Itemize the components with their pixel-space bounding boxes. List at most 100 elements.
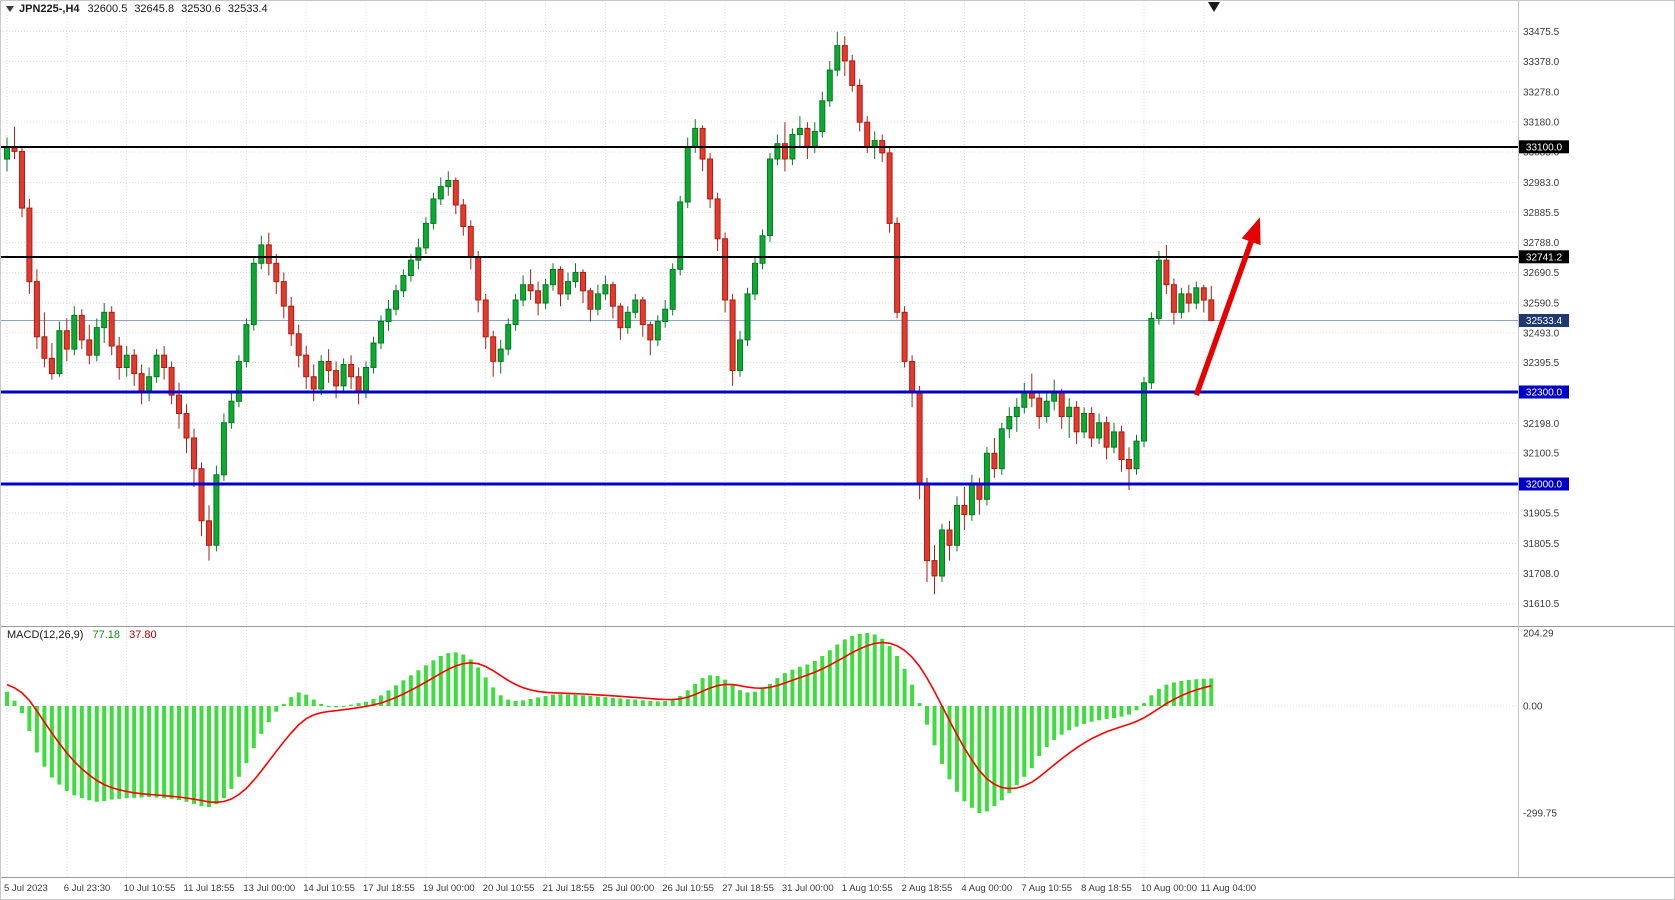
candle (1036, 392, 1043, 429)
candle (1096, 413, 1103, 445)
macd-histogram-bar (184, 706, 189, 802)
macd-histogram-bar (573, 694, 578, 706)
macd-histogram-bar (334, 706, 339, 708)
macd-histogram-bar (431, 660, 436, 706)
macd-histogram-bar (835, 644, 840, 706)
macd-histogram-bar (753, 691, 757, 706)
macd-histogram-bar (827, 650, 832, 706)
support-resistance-lines[interactable] (0, 145, 1518, 486)
candle (632, 293, 639, 319)
candle (310, 364, 317, 402)
macd-histogram-bar (1082, 706, 1087, 724)
price-axis-tick: 32983.0 (1523, 178, 1560, 189)
candle (460, 198, 467, 236)
macd-histogram-bar (1164, 684, 1169, 706)
candle (1013, 398, 1020, 432)
macd-histogram-bar (199, 706, 204, 807)
candle (946, 520, 953, 561)
chart-shift-marker-icon[interactable] (1208, 2, 1220, 12)
macd-histogram-bar (498, 695, 503, 706)
candle (924, 477, 930, 583)
quote-open: 32600.5 (87, 3, 128, 15)
macd-histogram-bar (895, 656, 900, 706)
macd-histogram-bar (1127, 706, 1131, 715)
macd-histogram-bar (1007, 706, 1012, 794)
candle (490, 330, 497, 377)
macd-histogram-bar (371, 698, 376, 706)
macd-histogram-bar (364, 701, 368, 706)
candle (1111, 422, 1117, 454)
candle (624, 306, 631, 334)
macd-histogram-bar (820, 656, 825, 706)
candle (393, 284, 399, 316)
time-axis-label: 20 Jul 10:55 (483, 883, 535, 894)
price-axis-tick: 33475.5 (1523, 27, 1560, 38)
macd-histogram-bar (109, 706, 114, 800)
macd-histogram-bar (259, 706, 264, 734)
time-axis-label: 14 Jul 10:55 (303, 883, 355, 894)
price-axis-tick: 32590.5 (1523, 299, 1560, 310)
candle (677, 195, 684, 276)
macd-histogram-bar (902, 668, 907, 706)
time-axis-label: 25 Jul 00:00 (602, 883, 654, 894)
time-axis-label: 17 Jul 18:55 (363, 883, 415, 894)
macd-histogram-bar (581, 695, 585, 706)
macd-histogram-bar (42, 706, 47, 767)
macd-histogram-bar (394, 685, 398, 706)
macd-histogram-bar (543, 696, 548, 706)
macd-axis-tick: 0.00 (1523, 702, 1543, 713)
macd-histogram-bar (536, 697, 541, 706)
price-axis-tick: 32788.0 (1523, 238, 1560, 249)
macd-histogram-bar (379, 695, 383, 706)
candle (1133, 434, 1140, 475)
macd-signal-line (6, 641, 1212, 804)
candle (684, 137, 691, 209)
price-axis-tick: 31905.5 (1523, 509, 1560, 520)
candle (811, 122, 818, 153)
candle (557, 266, 564, 307)
macd-histogram-bar (1156, 688, 1161, 706)
candle (871, 131, 878, 159)
macd-histogram-bar (558, 694, 563, 706)
candle (1155, 251, 1162, 325)
svg-text:32000.0: 32000.0 (1526, 480, 1563, 491)
candle (280, 272, 287, 319)
candle (86, 324, 93, 365)
candle (191, 428, 197, 487)
macd-histogram-bar (102, 706, 107, 802)
price-level-badge: 33100.0 (1519, 140, 1569, 154)
macd-histogram-bar (685, 690, 690, 706)
candle (243, 318, 250, 368)
macd-histogram-bar (551, 694, 555, 706)
macd-histogram-bar (715, 676, 720, 706)
candle (437, 177, 444, 205)
macd-histogram-bar (49, 706, 54, 778)
candle (78, 309, 85, 350)
macd-histogram-bar (94, 706, 99, 802)
quote-high: 32645.8 (134, 3, 175, 15)
macd-histogram-bar (1037, 706, 1042, 756)
macd-indicator (5, 633, 1214, 814)
macd-histogram-bar (72, 706, 77, 796)
candle (939, 523, 945, 583)
price-axis-tick: 32493.0 (1523, 328, 1560, 339)
trend-arrow-head[interactable] (1241, 217, 1261, 246)
macd-histogram-bar (162, 706, 167, 799)
candle (819, 91, 826, 138)
macd-axis-tick: 204.29 (1523, 629, 1554, 640)
macd-histogram-bar (603, 697, 608, 706)
candle (273, 254, 280, 294)
candle (767, 152, 773, 242)
macd-histogram-bar (1104, 706, 1109, 719)
price-axis-tick: 33378.0 (1523, 57, 1560, 68)
macd-histogram-bar (1044, 706, 1049, 748)
macd-histogram-bar (341, 706, 346, 707)
candle (430, 192, 437, 230)
trend-arrow-line[interactable] (1193, 240, 1254, 397)
time-axis-label: 11 Jul 18:55 (184, 883, 235, 894)
macd-histogram-bar (154, 706, 159, 798)
arrow-annotation[interactable] (1193, 217, 1261, 397)
candle (1208, 286, 1215, 322)
symbol-menu-icon[interactable] (6, 6, 14, 12)
